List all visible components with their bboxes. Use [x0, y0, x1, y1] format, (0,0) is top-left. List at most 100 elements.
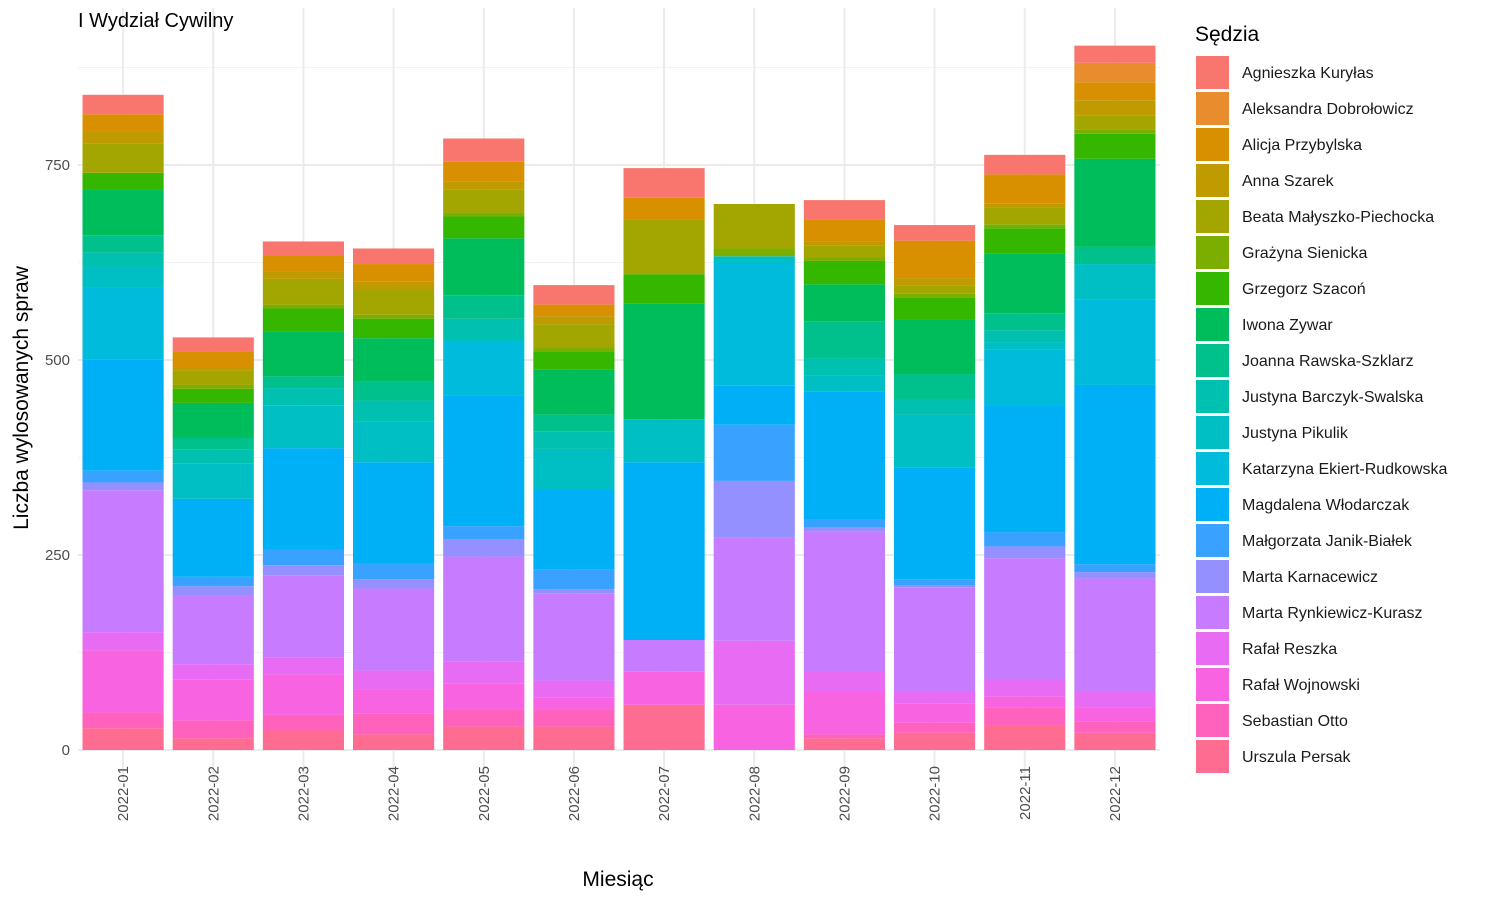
- bar-segment: [1074, 129, 1156, 134]
- bar-segment: [82, 172, 164, 190]
- bar-segment: [353, 670, 435, 690]
- bar-segment: [894, 285, 976, 294]
- bar-segment: [1074, 264, 1156, 300]
- bar-segment: [713, 537, 795, 641]
- x-tick-label: 2022-07: [656, 766, 673, 821]
- bar-segment: [894, 240, 976, 279]
- legend-label: Magdalena Włodarczak: [1242, 497, 1410, 514]
- bar-segment: [533, 697, 615, 710]
- legend-key: [1196, 272, 1229, 305]
- bar-segment: [172, 402, 254, 438]
- bar-segment: [803, 527, 885, 532]
- bar-segment: [1074, 721, 1156, 733]
- legend-label: Rafał Reszka: [1242, 641, 1337, 658]
- bar-segment: [443, 161, 525, 182]
- bar-segment: [894, 319, 976, 375]
- bar-segment: [533, 593, 615, 681]
- legend-key: [1196, 344, 1229, 377]
- bar-segment: [1074, 384, 1156, 565]
- bar-segment: [803, 321, 885, 359]
- legend-label: Marta Karnacewicz: [1242, 569, 1378, 586]
- legend-key: [1196, 380, 1229, 413]
- bar-segment: [172, 679, 254, 721]
- bar-segment: [803, 672, 885, 692]
- bar-segment: [984, 228, 1066, 254]
- bar-segment: [533, 431, 615, 449]
- bar-segment: [894, 399, 976, 415]
- bar-segment: [443, 216, 525, 239]
- bar-segment: [533, 709, 615, 727]
- bar-segment: [443, 189, 525, 213]
- bar-segment: [1074, 115, 1156, 130]
- x-tick-label: 2022-03: [295, 766, 312, 821]
- bar-segment: [353, 338, 435, 382]
- bar-segment: [984, 532, 1066, 547]
- x-tick-label: 2022-08: [746, 766, 763, 821]
- bar-segment: [533, 351, 615, 370]
- bar-segment: [803, 245, 885, 258]
- bar-segment: [894, 374, 976, 399]
- bar-segment: [172, 438, 254, 450]
- bar-segment: [262, 331, 344, 377]
- bar-segment: [443, 138, 525, 162]
- bar-segment: [443, 238, 525, 296]
- bar-segment: [82, 114, 164, 132]
- bar-segment: [984, 174, 1066, 204]
- legend-key: [1196, 56, 1229, 89]
- bar-segment: [713, 248, 795, 257]
- bar-segment: [803, 531, 885, 672]
- bar-segment: [82, 490, 164, 633]
- bar-segment: [443, 526, 525, 540]
- bar-segment: [262, 376, 344, 389]
- bar-segment: [172, 720, 254, 739]
- bar-segment: [262, 271, 344, 279]
- bar-segment: [984, 679, 1066, 697]
- bar-segment: [533, 316, 615, 325]
- bar-segment: [172, 449, 254, 464]
- bar-segment: [533, 414, 615, 432]
- bar-segment: [353, 713, 435, 735]
- bar-segment: [623, 704, 705, 750]
- bar-segment: [623, 462, 705, 641]
- bar-segment: [894, 579, 976, 586]
- bar-segment: [533, 324, 615, 348]
- legend-key: [1196, 92, 1229, 125]
- bar-segment: [803, 738, 885, 750]
- bar-segment: [82, 470, 164, 483]
- bar-segment: [803, 519, 885, 528]
- bar-segment: [172, 463, 254, 499]
- bar-segment: [533, 347, 615, 352]
- bar-segment: [984, 224, 1066, 229]
- bar-segment: [803, 691, 885, 735]
- bar-segment: [1074, 133, 1156, 159]
- bar-segment: [894, 703, 976, 723]
- legend-label: Justyna Barczyk-Swalska: [1242, 389, 1423, 406]
- bar-segment: [82, 252, 164, 268]
- bar-segment: [82, 287, 164, 360]
- bar-segment: [533, 680, 615, 698]
- bar-segment: [353, 588, 435, 671]
- bar-segment: [172, 576, 254, 587]
- x-tick-label: 2022-11: [1017, 766, 1034, 820]
- legend-label: Rafał Wojnowski: [1242, 677, 1360, 694]
- bar-segment: [262, 575, 344, 658]
- bar-segment: [1074, 299, 1156, 385]
- x-tick-label: 2022-01: [115, 766, 132, 821]
- bar-segment: [1074, 572, 1156, 579]
- bar-segment: [713, 704, 795, 750]
- bar-segment: [172, 664, 254, 680]
- bar-segment: [894, 722, 976, 733]
- bar-segment: [803, 284, 885, 322]
- bar-segment: [262, 388, 344, 406]
- legend-label: Małgorzata Janik-Białek: [1242, 533, 1413, 550]
- x-tick-label: 2022-12: [1107, 766, 1124, 821]
- bar-segment: [443, 539, 525, 557]
- bar-segment: [443, 318, 525, 341]
- bar-segment: [533, 489, 615, 570]
- bar-segment: [262, 308, 344, 332]
- y-tick-label: 0: [62, 742, 70, 759]
- bar-segment: [894, 297, 976, 320]
- legend-label: Sebastian Otto: [1242, 713, 1348, 730]
- bar-segment: [262, 405, 344, 449]
